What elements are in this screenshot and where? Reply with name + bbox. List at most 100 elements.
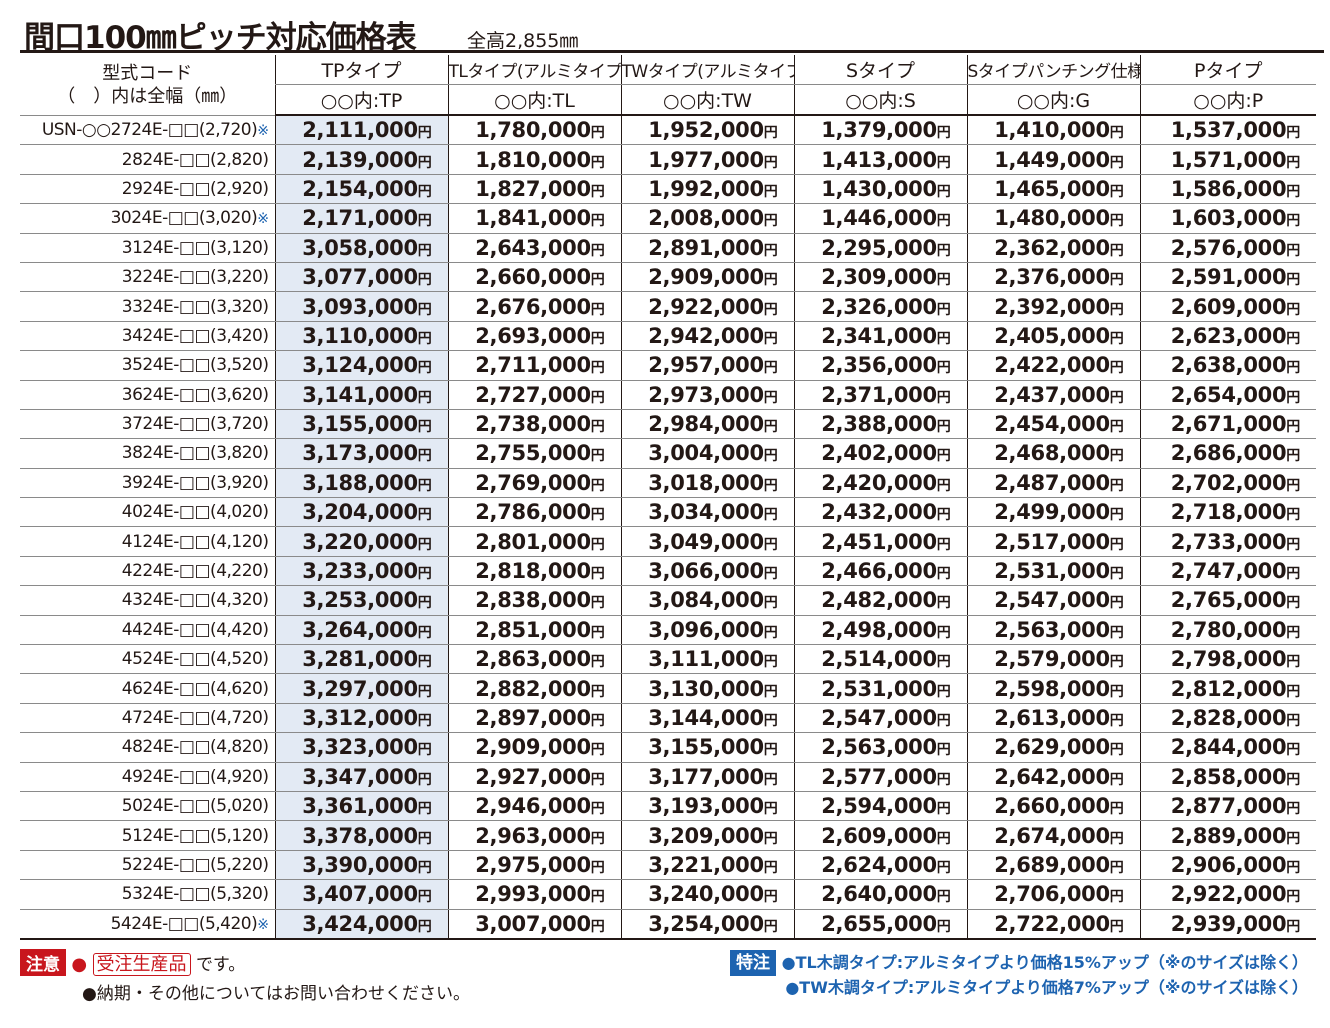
price-value: 2,629,000 [994,735,1110,760]
yen-unit: 円 [1109,801,1124,818]
price-cell: 2,686,000円 [1139,438,1316,469]
price-value: 2,579,000 [994,647,1110,672]
price-value: 2,638,000 [1170,353,1287,378]
yen-unit: 円 [590,771,605,788]
price-value: 2,642,000 [994,764,1110,789]
table-row: 5424E-□□(5,420)※ 3,424,000円 3,007,000円 3,25… [20,909,1316,940]
yen-unit: 円 [417,301,432,318]
table-row: 3624E-□□(3,620) 3,141,000円 2,727,000円 2,973… [20,380,1316,410]
model-code-text: 4124E-□□(4,120) [121,531,269,552]
yen-unit: 円 [936,183,951,200]
model-code: 3824E-□□(3,820) [20,438,275,469]
price-value: 2,613,000 [994,706,1110,730]
yen-unit: 円 [1286,859,1300,876]
price-cell: 2,139,000円 [274,144,448,175]
price-value: 1,537,000 [1170,118,1287,143]
price-value: 3,111,000 [648,647,764,672]
price-cell: 2,851,000円 [447,615,621,646]
yen-unit: 円 [590,654,605,671]
price-cell: 2,591,000円 [1139,262,1316,293]
price-cell: 3,124,000円 [274,350,448,381]
price-value: 1,465,000 [994,176,1110,201]
price-cell: 1,841,000円 [447,203,621,234]
yen-unit: 円 [1286,624,1300,641]
price-cell: 2,598,000円 [966,673,1140,704]
price-value: 3,254,000 [648,911,764,936]
model-code: 3424E-□□(3,420) [20,321,275,352]
price-value: 2,844,000 [1170,735,1287,760]
model-code-text: 4224E-□□(4,220) [121,561,269,582]
model-code-text: 4724E-□□(4,720) [121,708,269,728]
price-cell: 2,563,000円 [966,615,1140,646]
price-cell: 1,992,000円 [620,174,794,205]
price-cell: 1,977,000円 [620,144,794,175]
yen-unit: 円 [590,801,605,818]
model-code-text: 5424E-□□(5,420) [110,913,258,934]
model-code-text: 5024E-□□(5,020) [121,796,269,817]
price-value: 2,733,000 [1170,529,1287,554]
header-col-sub: ○○内:P [1139,84,1316,116]
price-value: 2,591,000 [1170,265,1287,290]
price-cell: 3,004,000円 [620,438,794,469]
price-cell: 2,922,000円 [620,291,794,322]
special-note-2: ●TW木調タイプ:アルミタイプより価格7%アップ（※のサイズは除く） [785,978,1308,997]
price-value: 2,624,000 [821,852,937,877]
yen-unit: 円 [763,507,778,524]
price-value: 2,547,000 [994,588,1110,613]
price-value: 3,390,000 [302,852,418,877]
price-value: 1,449,000 [994,147,1110,172]
price-cell: 2,576,000円 [1139,233,1316,263]
yen-unit: 円 [763,301,778,318]
price-cell: 2,946,000円 [447,791,621,822]
model-code-text: 2824E-□□(2,820) [121,149,269,170]
yen-unit: 円 [1109,448,1124,465]
model-code: 3524E-□□(3,520) [20,350,275,381]
yen-unit: 円 [417,448,432,465]
yen-unit: 円 [1286,918,1300,935]
price-cell: 2,889,000円 [1139,820,1316,851]
price-value: 2,801,000 [475,529,591,554]
price-cell: 2,487,000円 [966,468,1140,499]
price-cell: 2,702,000円 [1139,468,1316,499]
price-cell: 2,654,000円 [1139,380,1316,410]
model-code-text: USN-○○2724E-□□(2,720) [41,119,258,140]
price-cell: 3,066,000円 [620,556,794,587]
yen-unit: 円 [936,918,951,935]
yen-unit: 円 [1286,595,1300,612]
price-cell: 3,254,000円 [620,909,794,940]
price-cell: 2,613,000円 [966,703,1140,734]
price-value: 3,144,000 [648,706,764,730]
price-cell: 2,733,000円 [1139,526,1316,557]
model-code-text: 3624E-□□(3,620) [121,384,269,405]
price-cell: 2,609,000円 [793,820,967,851]
price-table-body: USN-○○2724E-□□(2,720)※ 2,111,000円 1,780,00… [20,115,1316,940]
price-value: 2,388,000 [821,412,937,437]
yen-unit: 円 [417,536,432,553]
price-cell: 2,609,000円 [1139,291,1316,322]
price-value: 2,973,000 [648,382,764,407]
yen-unit: 円 [590,272,605,289]
yen-unit: 円 [590,566,605,583]
price-cell: 2,451,000円 [793,526,967,557]
price-cell: 3,111,000円 [620,644,794,675]
price-cell: 1,465,000円 [966,174,1140,205]
price-cell: 2,755,000円 [447,438,621,469]
yen-unit: 円 [936,477,951,494]
caution-badge: 注意 [20,949,66,976]
yen-unit: 円 [417,419,432,436]
yen-unit: 円 [763,154,778,171]
price-value: 2,487,000 [994,470,1110,495]
exclusion-mark: ※ [257,211,269,228]
yen-unit: 円 [1109,477,1124,494]
model-code-text: 3024E-□□(3,020) [110,208,258,229]
price-value: 2,654,000 [1170,382,1287,407]
price-value: 2,547,000 [821,706,937,730]
price-cell: 3,378,000円 [274,820,448,851]
price-value: 2,689,000 [994,852,1110,877]
yen-unit: 円 [1109,213,1124,230]
yen-unit: 円 [590,595,605,612]
price-cell: 2,939,000円 [1139,909,1316,940]
price-value: 2,531,000 [994,559,1110,584]
price-cell: 1,952,000円 [620,115,794,146]
price-cell: 2,858,000円 [1139,762,1316,792]
